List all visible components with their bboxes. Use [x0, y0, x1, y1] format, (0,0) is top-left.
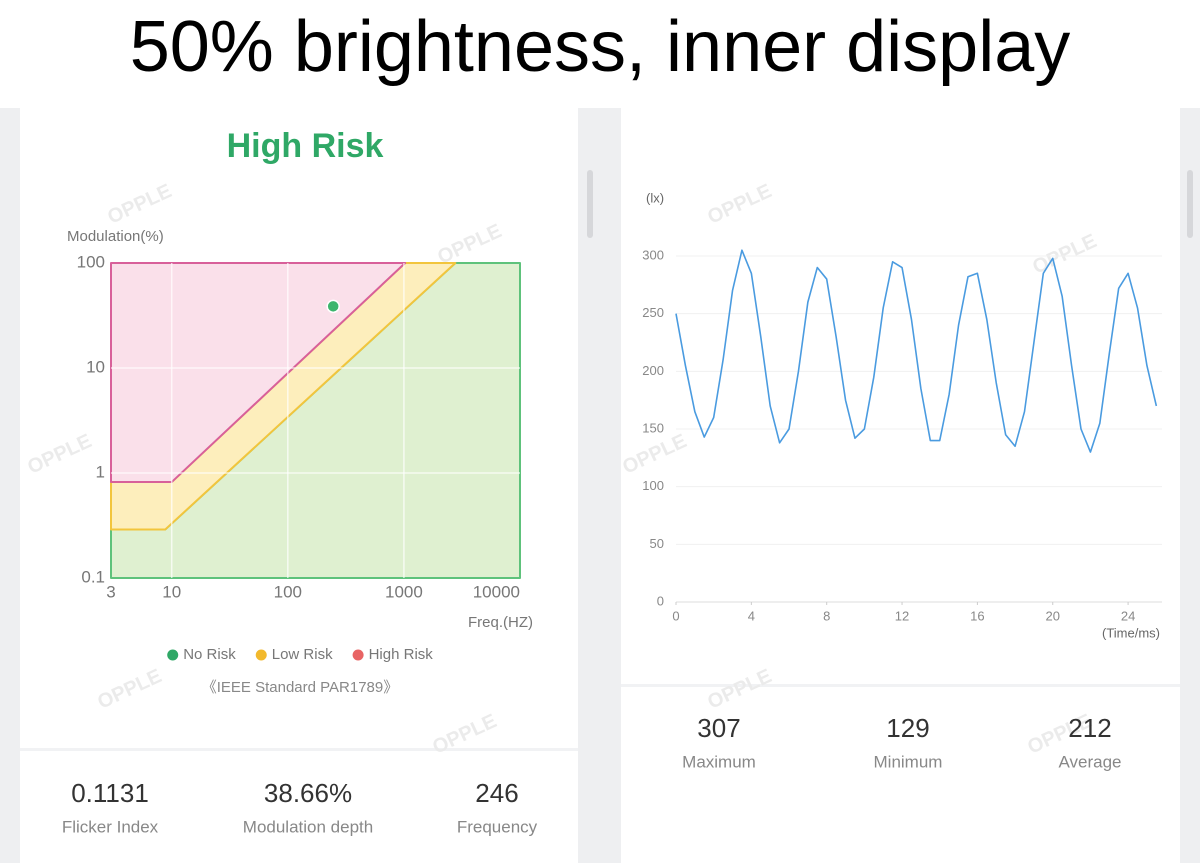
x-tick-label: 8	[823, 608, 830, 623]
right-card	[621, 108, 1180, 863]
risk-label: High Risk	[227, 127, 384, 165]
x-tick-label: 1000	[385, 582, 423, 601]
stat-label: Minimum	[874, 752, 943, 771]
x-tick-label: 10000	[473, 582, 520, 601]
risk-chart: 3 10 100 1000 10000 100 10 1 0.1 Modulation(%) Fre…	[67, 228, 533, 663]
separator	[20, 748, 578, 751]
x-tick-label: 100	[274, 582, 302, 601]
page-title: 50% brightness, inner display	[130, 7, 1071, 87]
stat-label: Modulation depth	[243, 817, 373, 836]
data-line	[675, 249, 1158, 453]
legend-swatch	[167, 649, 179, 661]
y-tick-label: 100	[77, 252, 105, 271]
line-chart: 0 50 100 150 200 250 300 0 4 8 12 16 20 24 (lx) (Time/m…	[642, 190, 1162, 640]
x-tick-label: 12	[895, 608, 909, 623]
y-tick-label: 100	[642, 478, 664, 493]
stat-value: 0.1131	[71, 778, 149, 808]
stat-label: Frequency	[457, 817, 538, 836]
y-axis-label: (lx)	[646, 190, 664, 205]
y-tick-label: 150	[642, 420, 664, 435]
legend-swatch	[255, 649, 267, 661]
legend-label: No Risk	[183, 646, 236, 663]
y-tick-label: 200	[642, 363, 664, 378]
y-tick-label: 50	[650, 536, 664, 551]
y-tick-label: 250	[642, 305, 664, 320]
stat-label: Average	[1058, 752, 1121, 771]
stat-value: 129	[886, 713, 929, 743]
x-tick-label: 0	[672, 608, 679, 623]
stat-label: Maximum	[682, 752, 756, 771]
x-tick-label: 4	[748, 608, 755, 623]
x-axis-label: Freq.(HZ)	[468, 614, 533, 631]
scrollbar	[1187, 170, 1193, 238]
stats: 0.1131 Flicker Index 38.66% Modulation dept…	[62, 713, 1122, 837]
data-point	[326, 299, 340, 314]
x-tick-label: 16	[970, 608, 984, 623]
y-tick-label: 1	[96, 462, 105, 481]
x-tick-label: 20	[1046, 608, 1060, 623]
x-tick-label: 3	[106, 582, 115, 601]
x-axis-label: (Time/ms)	[1102, 625, 1160, 640]
standard-caption: 《IEEE Standard PAR1789》	[202, 679, 399, 696]
y-tick-label: 0	[657, 593, 664, 608]
stat-value: 212	[1068, 713, 1111, 743]
legend-label: High Risk	[369, 646, 434, 663]
x-tick-label: 24	[1121, 608, 1135, 623]
y-axis-label: Modulation(%)	[67, 228, 164, 245]
y-tick-label: 0.1	[81, 567, 105, 586]
legend-swatch	[352, 649, 364, 661]
y-tick-label: 10	[86, 357, 105, 376]
legend-label: Low Risk	[272, 646, 333, 663]
scrollbar	[587, 170, 593, 238]
stat-value: 246	[475, 778, 518, 808]
y-tick-label: 300	[642, 247, 664, 262]
x-tick-label: 10	[162, 582, 181, 601]
stat-label: Flicker Index	[62, 817, 159, 836]
stat-value: 307	[697, 713, 740, 743]
stat-value: 38.66%	[264, 778, 352, 808]
separator	[621, 684, 1180, 687]
